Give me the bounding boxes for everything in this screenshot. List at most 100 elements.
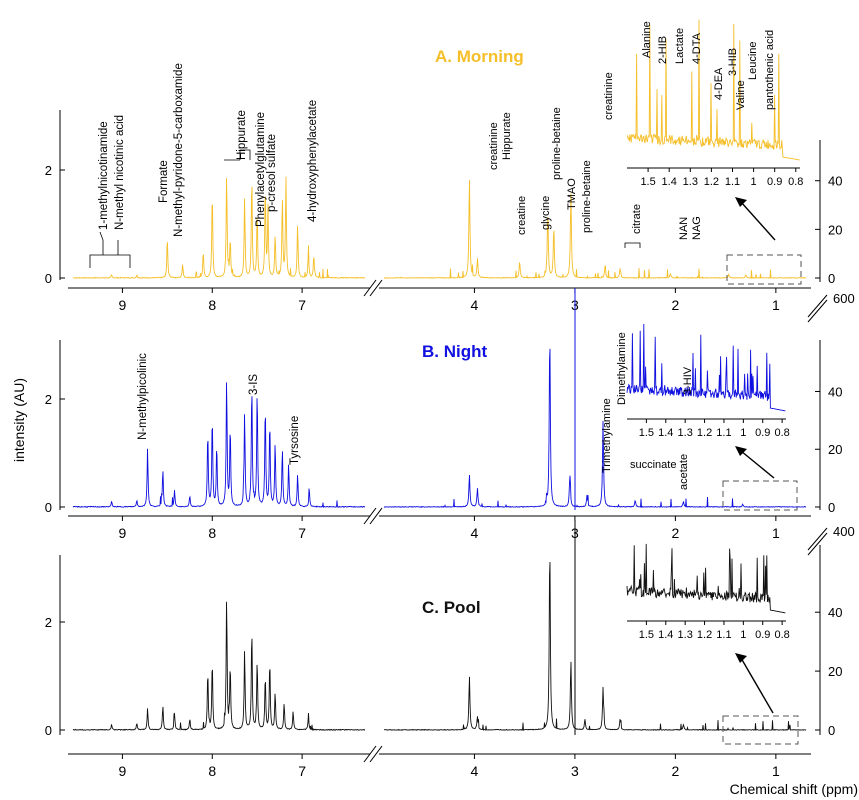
x-tick-label: 4 (471, 525, 479, 541)
peak-annotation: Trimethylamine (601, 398, 613, 473)
x-tick-label: 9 (119, 525, 127, 541)
zoom-arrow (740, 657, 774, 714)
inset-tick-label: 1.4 (662, 176, 677, 188)
inset-annotation: 2-HIB (657, 36, 669, 64)
inset-tick-label: 1 (740, 629, 746, 641)
peak-annotation: citrate (631, 204, 643, 234)
inset-tick-label: 1.4 (658, 427, 673, 439)
inset-tick-label: 0.8 (774, 427, 789, 439)
inset-tick-label: 1.2 (704, 176, 719, 188)
peak-annotation: acetate (678, 454, 690, 490)
y-tick-label: 0 (45, 723, 52, 738)
x-tick-label: 8 (208, 763, 216, 779)
peak-annotation: creatine (516, 196, 528, 235)
aux-axis-break (807, 299, 828, 323)
panel-3 (59, 543, 821, 763)
spectrum-right (383, 348, 807, 509)
peak-annotation: 4-hydroxyphenylacetate (307, 100, 319, 222)
peak-annotation: Formate (158, 160, 170, 203)
y-aux-tick-label: 20 (828, 664, 842, 679)
peak-annotation: p-cresol sulfate (266, 134, 278, 212)
inset-tick-label: 1.5 (639, 629, 654, 641)
inset-tick-label: 1.5 (640, 176, 655, 188)
peak-annotation: Hippurate (236, 110, 248, 160)
inset-spectrum (626, 543, 786, 614)
peak-annotation: creatinine (603, 72, 615, 120)
y-aux-tick-label: 20 (828, 222, 842, 237)
y-aux-tick-label: 0 (828, 723, 835, 738)
axis-break (369, 507, 383, 525)
peak-annotation: Dimethylamine (616, 332, 628, 405)
zoom-region-box (722, 715, 799, 745)
zoom-arrow-head (735, 653, 747, 663)
inset-tick-label: 1.2 (697, 629, 712, 641)
y-aux-tick-label: 40 (828, 174, 842, 189)
peak-annotation: N-methyl-pyridone-5-carboxamide (173, 63, 185, 237)
inset-tick-label: 0.8 (774, 629, 789, 641)
inset-annotation: Lactate (674, 28, 686, 64)
axis-break (369, 279, 383, 297)
spectra-panels: A. Morning020204098743211.51.41.31.21.11… (45, 19, 855, 779)
panel-2 (59, 323, 821, 525)
x-tick-label: 2 (671, 297, 679, 313)
peak-annotation: Phenylacetylglutamine (255, 112, 267, 227)
annotation-leader (89, 231, 131, 268)
peak-annotation: creatinine (488, 122, 500, 170)
aux-axis-break (807, 532, 828, 556)
inset-tick-label: 1 (751, 176, 757, 188)
peak-annotation: 3-HIV (682, 366, 694, 395)
peak-annotation: proline-betaine (581, 160, 593, 233)
peak-annotation: NAG (691, 216, 703, 240)
y-aux-tick-label: 0 (828, 500, 835, 515)
peak-annotation: Tyrsosine (289, 416, 301, 465)
x-tick-label: 1 (772, 525, 780, 541)
inset-tick-label: 0.8 (788, 176, 803, 188)
x-tick-label: 4 (471, 297, 479, 313)
y-axis-label: intensity (AU) (11, 378, 27, 462)
y-tick-label: 2 (45, 163, 52, 178)
axis-break (363, 507, 377, 525)
zoom-arrow (740, 201, 776, 241)
x-tick-label: 9 (119, 763, 127, 779)
x-tick-label: 8 (208, 297, 216, 313)
inset-tick-label: 0.9 (767, 176, 782, 188)
x-tick-label: 3 (571, 763, 579, 779)
inset-annotation: 4-DTA (691, 32, 703, 64)
y-aux-tick-label: 0 (828, 271, 835, 286)
y-tick-label: 0 (45, 500, 52, 515)
inset-tick-label: 1.1 (716, 427, 731, 439)
aux-axis-break (807, 527, 828, 551)
inset-tick-label: 1.1 (725, 176, 740, 188)
inset-annotation: 3-HIB (727, 48, 739, 76)
inset-tick-label: 1.5 (639, 427, 654, 439)
inset-annotation: pantothenic acid (764, 30, 776, 110)
x-tick-label: 9 (119, 297, 127, 313)
axis-break (369, 745, 383, 763)
x-tick-label: 7 (298, 297, 306, 313)
inset-spectrum (626, 19, 800, 161)
y-aux-tick-label: 20 (828, 442, 842, 457)
zoom-arrow-head (735, 197, 747, 207)
panel-1 (59, 19, 821, 297)
peak-annotation: glycine (540, 196, 552, 230)
annotation-leader (224, 149, 251, 161)
inset-tick-label: 1.2 (697, 427, 712, 439)
spectrum-left (72, 382, 366, 508)
annotation-leader (624, 242, 641, 248)
zoom-arrow-head (735, 446, 747, 456)
inset-annotation: Alanine (641, 21, 653, 58)
inset-annotation: 4-DEA (713, 67, 725, 100)
inset-tick-label: 1 (740, 427, 746, 439)
x-tick-label: 1 (772, 297, 780, 313)
peak-annotation: TMAO (566, 178, 578, 210)
axis-break (363, 745, 377, 763)
peak-annotation: 1-methylnicotinamide (98, 121, 110, 230)
x-axis-label: Chemical shift (ppm) (730, 781, 858, 797)
inset-tick-label: 0.9 (755, 629, 770, 641)
inset-tick-label: 1.3 (678, 427, 693, 439)
peak-annotation: proline-betaine (551, 107, 563, 180)
inset-annotation: Leucine (747, 41, 759, 80)
peak-annotation: N-methyl nicotinic acid (114, 115, 126, 230)
zoom-region-box (726, 254, 802, 285)
